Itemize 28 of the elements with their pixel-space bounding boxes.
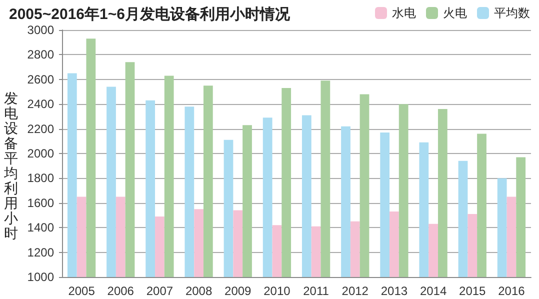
x-tick-label: 2012 [342, 284, 369, 298]
x-tick-label: 2006 [107, 284, 134, 298]
y-tick-label: 2000 [27, 146, 54, 160]
x-tick-label: 2007 [146, 284, 174, 298]
y-tick-label: 1600 [27, 196, 54, 210]
y-tick-label: 1200 [27, 245, 54, 260]
chart-title: 2005~2016年1~6月发电设备利用小时情况 [9, 6, 291, 23]
x-tick-label: 2005 [68, 284, 96, 298]
x-tick-label: 2014 [420, 284, 447, 298]
y-tick-label: 1800 [27, 171, 54, 186]
legend-label: 水电 [392, 6, 416, 20]
x-tick-label: 2008 [185, 284, 212, 298]
y-tick-label: 2200 [27, 122, 54, 136]
y-tick-label: 2400 [27, 97, 54, 112]
x-tick-label: 2016 [498, 284, 526, 298]
x-tick-label: 2015 [459, 284, 486, 298]
y-tick-label: 1400 [27, 220, 54, 235]
x-tick-label: 2010 [264, 284, 291, 298]
legend-label: 平均数 [494, 6, 530, 20]
y-tick-label: 2600 [27, 72, 54, 86]
y-tick-label: 2800 [27, 48, 54, 62]
x-tick-label: 2009 [224, 284, 252, 298]
y-tick-label: 3000 [27, 23, 54, 37]
legend-label: 火电 [443, 6, 467, 20]
x-tick-label: 2013 [380, 284, 408, 298]
x-tick-label: 2011 [303, 284, 330, 298]
text: 发电设备平均利用小时 [4, 91, 18, 242]
y-tick-label: 1000 [27, 270, 54, 284]
